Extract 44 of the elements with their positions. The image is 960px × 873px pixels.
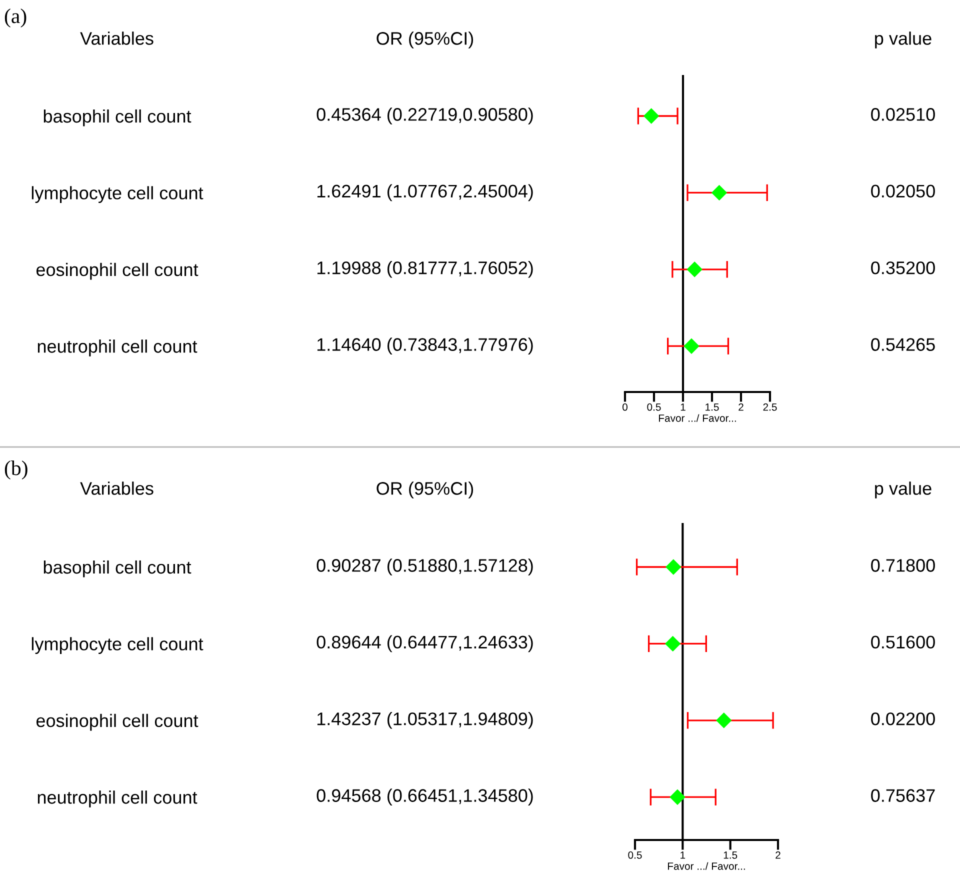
x-tick-label: 1 [680, 403, 686, 411]
category-label: neutrophil cell count [38, 790, 198, 808]
x-tick-label: 2 [738, 403, 744, 411]
data-label: 1.43237 (1.05317,1.94809) [317, 712, 533, 729]
text: Variables [80, 32, 154, 45]
x-tick-label: 0.5 [647, 403, 661, 411]
text: 0.51600 [871, 636, 935, 649]
category-label: eosinophil cell count [36, 714, 198, 731]
x-tick-label: 0.5 [628, 851, 642, 859]
text: 0.35200 [871, 261, 935, 274]
data-label: 0.89644 (0.64477,1.24633) [316, 635, 533, 652]
text: OR (95%CI) [376, 482, 474, 498]
x-tick-label: 0 [622, 403, 628, 411]
data-label: 0.90287 (0.51880,1.57128) [316, 558, 533, 576]
data-label: 1.19988 (0.81777,1.76052) [317, 260, 533, 278]
text: OR (95%CI) [376, 32, 474, 48]
text: p value [875, 32, 932, 48]
text: p value [875, 482, 932, 498]
category-label: basophil cell count [44, 109, 192, 126]
category-label: neutrophil cell count [38, 340, 198, 356]
category-label: eosinophil cell count [36, 262, 198, 280]
text: (b) [4, 460, 28, 480]
x-tick-label: 1.5 [706, 403, 719, 411]
category-label: basophil cell count [44, 560, 192, 578]
x-tick-label: 1.5 [724, 851, 738, 859]
data-label: 1.14640 (0.73843,1.77976) [317, 338, 533, 355]
data-label: 1.62491 (1.07767,2.45004) [317, 184, 533, 202]
text: Variables [80, 482, 154, 495]
x-tick-label: 1 [680, 851, 686, 859]
text: 0.02050 [871, 184, 935, 198]
x-tick-label: 2.5 [763, 403, 777, 411]
data-label: 0.45364 (0.22719,0.90580) [316, 108, 533, 124]
category-label: lymphocyte cell count [32, 637, 204, 654]
data-label: 0.94568 (0.66451,1.34580) [316, 788, 533, 806]
text: 0.02200 [871, 712, 935, 726]
x-axis-title: Favor .../ Favor... [658, 414, 736, 422]
text: 0.75637 [871, 789, 935, 802]
x-tick-label: 2 [776, 851, 780, 859]
x-axis-title: Favor .../ Favor... [668, 862, 745, 870]
category-label: lymphocyte cell count [32, 186, 204, 203]
text: 0.54265 [871, 338, 935, 351]
text: 0.02510 [871, 108, 935, 121]
text: 0.71800 [871, 559, 935, 572]
text: (a) [4, 8, 26, 28]
